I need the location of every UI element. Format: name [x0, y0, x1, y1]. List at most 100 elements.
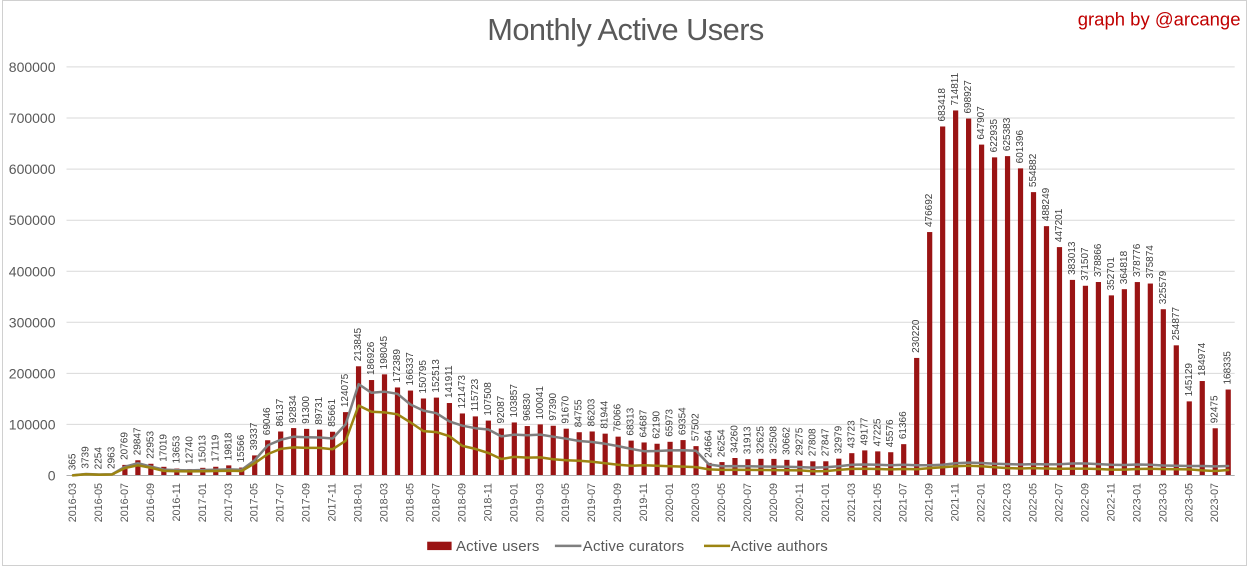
svg-text:2016-03: 2016-03: [67, 483, 79, 522]
svg-text:364818: 364818: [1119, 250, 1130, 284]
svg-text:2963: 2963: [106, 446, 117, 469]
svg-text:62190: 62190: [652, 410, 663, 438]
svg-text:0: 0: [48, 468, 56, 484]
svg-text:378866: 378866: [1093, 243, 1104, 277]
svg-text:254877: 254877: [1171, 307, 1182, 341]
svg-text:400000: 400000: [9, 263, 56, 279]
svg-text:152513: 152513: [431, 359, 442, 393]
svg-text:47225: 47225: [872, 418, 883, 446]
svg-text:34260: 34260: [729, 425, 740, 453]
svg-text:700000: 700000: [9, 110, 56, 126]
svg-text:2021-11: 2021-11: [950, 483, 962, 521]
svg-text:2019-03: 2019-03: [534, 483, 546, 522]
svg-text:100041: 100041: [535, 386, 546, 420]
svg-text:698927: 698927: [963, 80, 974, 114]
svg-text:115723: 115723: [470, 378, 481, 411]
svg-text:2016-07: 2016-07: [119, 483, 131, 522]
svg-text:365: 365: [67, 453, 78, 470]
svg-text:32979: 32979: [833, 425, 844, 453]
svg-text:92475: 92475: [1210, 395, 1221, 423]
svg-text:49177: 49177: [859, 417, 870, 445]
svg-text:2020-11: 2020-11: [794, 483, 806, 521]
svg-text:15013: 15013: [197, 435, 208, 463]
svg-text:2021-07: 2021-07: [898, 483, 910, 522]
svg-text:30662: 30662: [781, 427, 792, 455]
svg-text:2023-01: 2023-01: [1131, 483, 1143, 522]
svg-text:76066: 76066: [613, 403, 624, 431]
svg-text:622935: 622935: [989, 119, 1000, 153]
svg-text:Active curators: Active curators: [583, 538, 684, 555]
svg-text:2022-09: 2022-09: [1079, 483, 1091, 522]
svg-text:141911: 141911: [444, 365, 455, 398]
svg-text:2019-01: 2019-01: [508, 483, 520, 522]
svg-text:68313: 68313: [626, 407, 637, 435]
svg-text:2020-07: 2020-07: [742, 483, 754, 522]
svg-text:2019-09: 2019-09: [612, 483, 624, 522]
svg-text:2017-01: 2017-01: [197, 483, 209, 522]
svg-text:22953: 22953: [145, 431, 156, 459]
svg-text:17019: 17019: [158, 434, 169, 462]
svg-text:2019-07: 2019-07: [586, 483, 598, 522]
svg-text:2021-03: 2021-03: [846, 483, 858, 522]
svg-text:24664: 24664: [704, 430, 715, 458]
svg-text:26254: 26254: [716, 429, 727, 457]
svg-text:2016-09: 2016-09: [145, 483, 157, 522]
svg-text:378776: 378776: [1132, 243, 1143, 277]
svg-text:81944: 81944: [600, 400, 611, 428]
svg-text:2020-03: 2020-03: [690, 483, 702, 522]
svg-text:200000: 200000: [9, 366, 56, 382]
svg-text:graph by @arcange: graph by @arcange: [1078, 9, 1241, 30]
svg-text:43723: 43723: [846, 420, 857, 448]
svg-text:184974: 184974: [1197, 342, 1208, 376]
svg-text:97390: 97390: [548, 393, 559, 421]
svg-text:20769: 20769: [119, 432, 130, 460]
svg-text:2018-05: 2018-05: [404, 483, 416, 522]
svg-text:124075: 124075: [340, 373, 351, 407]
svg-text:12740: 12740: [184, 436, 195, 464]
svg-text:84755: 84755: [574, 399, 585, 427]
svg-text:91670: 91670: [561, 395, 572, 423]
svg-text:172389: 172389: [392, 349, 403, 383]
svg-text:2021-05: 2021-05: [872, 483, 884, 522]
svg-text:647907: 647907: [976, 106, 987, 140]
svg-text:2017-07: 2017-07: [275, 483, 287, 522]
svg-text:2018-07: 2018-07: [430, 483, 442, 522]
svg-text:447201: 447201: [1054, 208, 1065, 242]
svg-text:375874: 375874: [1145, 245, 1156, 279]
svg-text:32625: 32625: [755, 426, 766, 454]
svg-text:600000: 600000: [9, 161, 56, 177]
svg-text:383013: 383013: [1067, 241, 1078, 275]
svg-text:96830: 96830: [522, 393, 533, 421]
svg-text:2018-01: 2018-01: [353, 483, 365, 522]
svg-text:61366: 61366: [898, 411, 909, 439]
svg-text:2022-03: 2022-03: [1002, 483, 1014, 522]
svg-text:2020-09: 2020-09: [768, 483, 780, 522]
svg-text:92087: 92087: [496, 395, 507, 423]
svg-text:Active users: Active users: [456, 538, 540, 555]
svg-text:69046: 69046: [262, 407, 273, 435]
svg-text:2017-11: 2017-11: [327, 483, 339, 521]
svg-text:89731: 89731: [314, 396, 325, 424]
svg-text:19818: 19818: [223, 432, 234, 460]
svg-text:100000: 100000: [9, 417, 56, 433]
svg-text:69354: 69354: [678, 407, 689, 435]
svg-text:2022-07: 2022-07: [1053, 483, 1065, 522]
svg-text:2016-11: 2016-11: [171, 483, 183, 521]
svg-text:27847: 27847: [820, 428, 831, 456]
svg-text:31913: 31913: [742, 426, 753, 454]
svg-text:2254: 2254: [93, 447, 104, 470]
svg-text:65973: 65973: [665, 409, 676, 437]
svg-text:488249: 488249: [1041, 187, 1052, 221]
svg-text:2017-09: 2017-09: [301, 483, 313, 522]
svg-text:86137: 86137: [275, 398, 286, 426]
svg-text:166337: 166337: [405, 352, 416, 386]
svg-text:29275: 29275: [794, 427, 805, 455]
svg-text:2018-11: 2018-11: [482, 483, 494, 521]
svg-text:213845: 213845: [353, 327, 364, 361]
svg-text:64687: 64687: [639, 409, 650, 437]
svg-text:2022-01: 2022-01: [976, 483, 988, 522]
svg-text:29847: 29847: [132, 427, 143, 455]
svg-text:2016-05: 2016-05: [93, 483, 105, 522]
svg-text:186926: 186926: [366, 341, 377, 375]
svg-text:168335: 168335: [1223, 351, 1234, 385]
